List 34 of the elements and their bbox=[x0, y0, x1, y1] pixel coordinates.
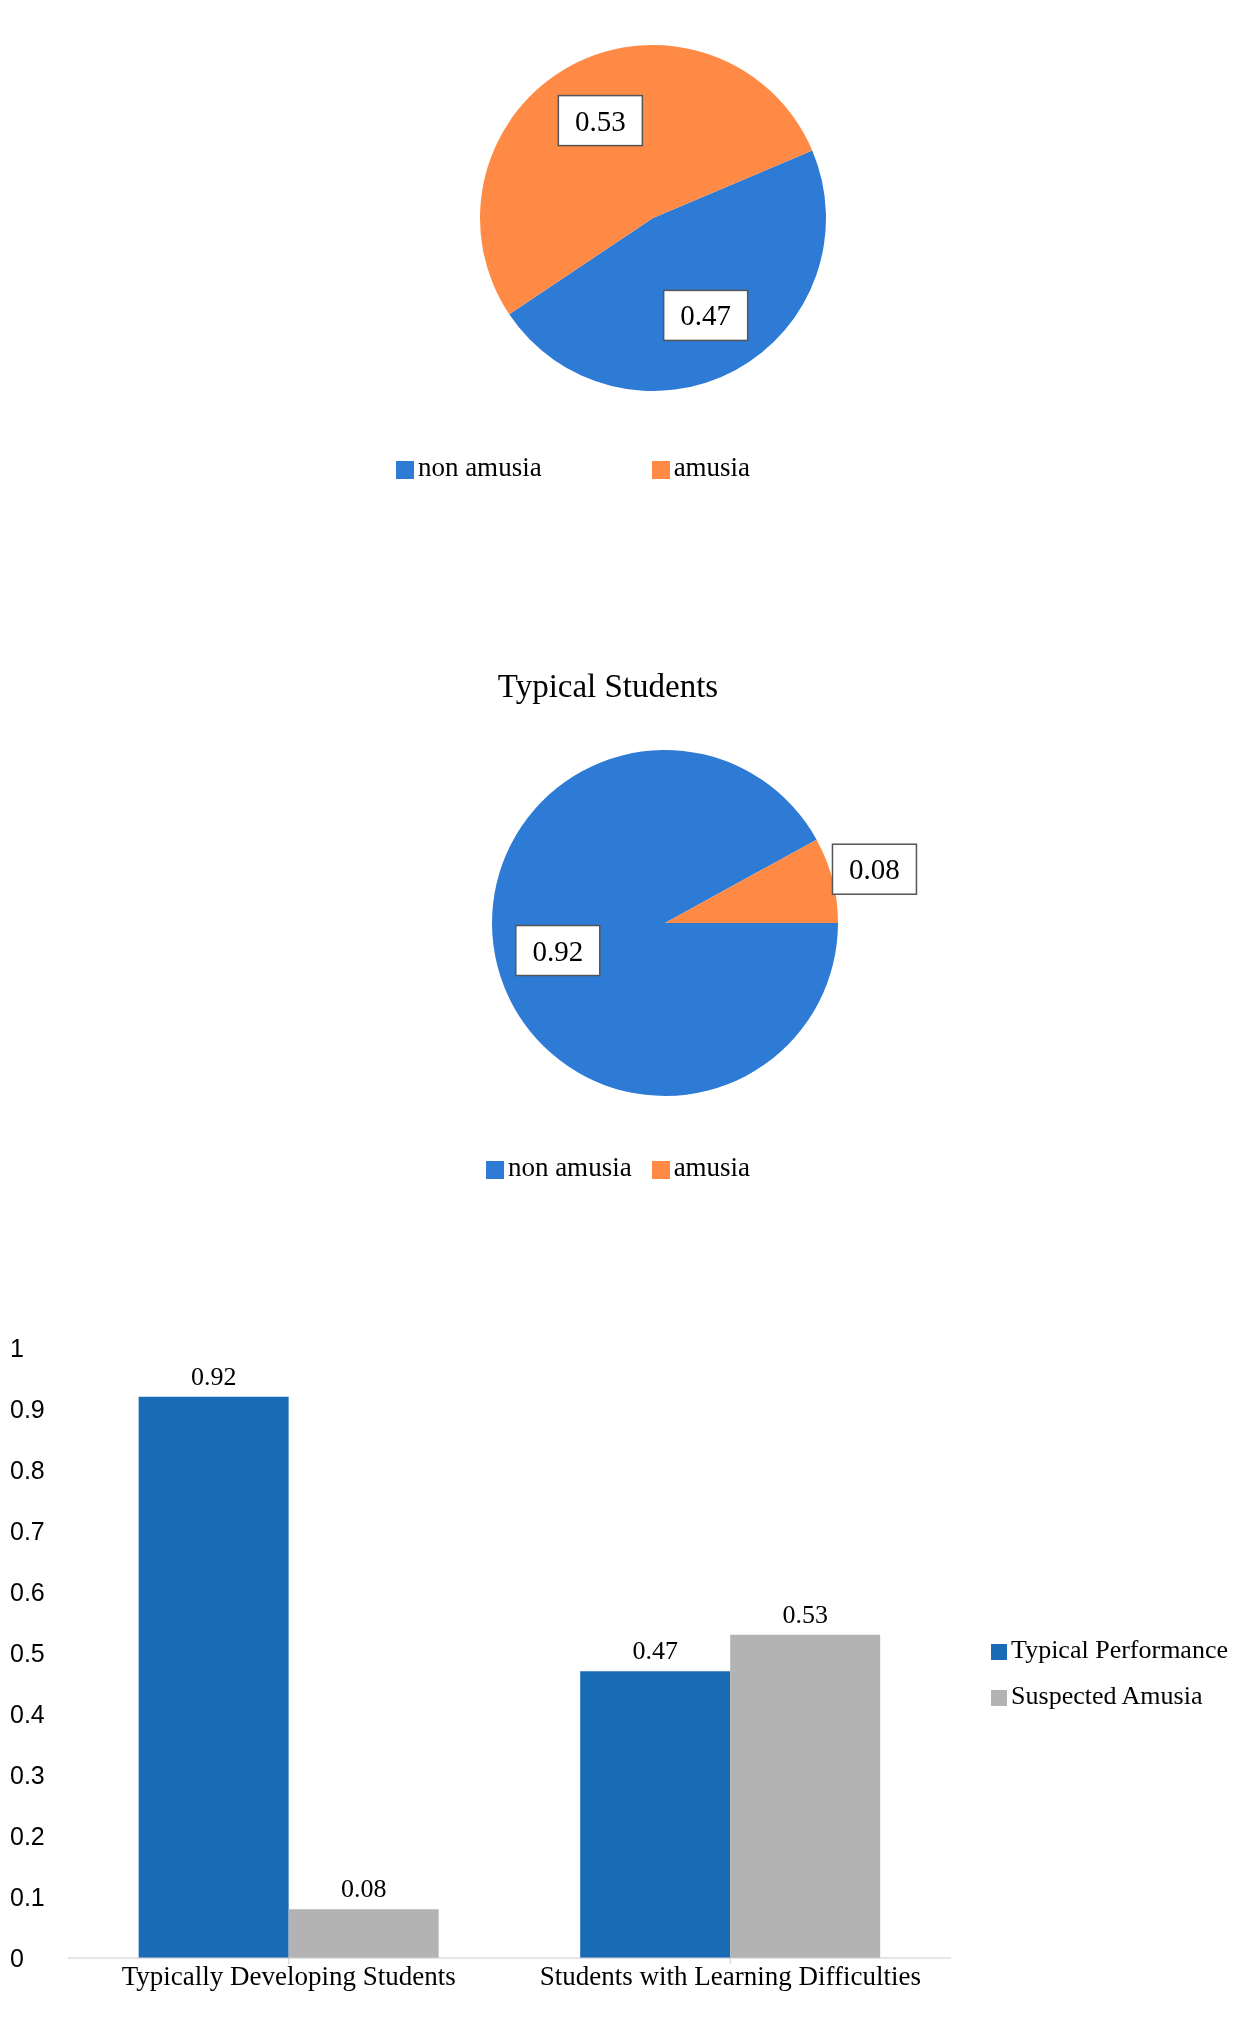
y-tick-label: 0.8 bbox=[10, 1455, 45, 1484]
legend-label: Suspected Amusia bbox=[1011, 1681, 1203, 1710]
data-label: 0.08 bbox=[340, 1874, 387, 1904]
y-tick-label: 0.2 bbox=[10, 1821, 45, 1850]
pie-slice bbox=[665, 839, 838, 923]
y-tick-label: 0.7 bbox=[10, 1516, 45, 1545]
y-tick-label: 0.5 bbox=[10, 1638, 45, 1667]
y-tick-label: 0 bbox=[10, 1943, 24, 1972]
bar bbox=[138, 1396, 289, 1958]
data-label: 0.92 bbox=[532, 934, 584, 967]
y-tick-label: 0.1 bbox=[10, 1882, 45, 1911]
data-label: 0.53 bbox=[782, 1599, 828, 1629]
bar bbox=[580, 1671, 731, 1958]
y-tick-label: 0.9 bbox=[10, 1394, 45, 1423]
data-label: 0.47 bbox=[632, 1636, 678, 1666]
bar bbox=[288, 1909, 439, 1958]
data-label: 0.08 bbox=[849, 853, 900, 886]
legend-label: amusia bbox=[673, 452, 751, 482]
chart-title: Typical Students bbox=[496, 668, 720, 706]
data-label: 0.92 bbox=[190, 1361, 237, 1391]
data-label: 0.47 bbox=[680, 299, 732, 332]
legend-label: non amusia bbox=[507, 1152, 632, 1182]
x-tick-label: Students with Learning Difficulties bbox=[539, 1961, 921, 1992]
pie-slice bbox=[492, 750, 838, 1096]
y-tick-label: 1 bbox=[10, 1333, 24, 1362]
y-tick-label: 0.3 bbox=[10, 1760, 45, 1789]
data-label: 0.53 bbox=[574, 104, 626, 137]
y-tick-label: 0.4 bbox=[10, 1699, 45, 1728]
legend-label: Typical Performance bbox=[1011, 1635, 1228, 1664]
y-tick-label: 0.6 bbox=[10, 1577, 45, 1606]
bar bbox=[730, 1634, 881, 1958]
x-tick-label: Typically Developing Students bbox=[121, 1961, 456, 1992]
legend-label: non amusia bbox=[417, 452, 542, 482]
legend-label: amusia bbox=[673, 1152, 751, 1182]
